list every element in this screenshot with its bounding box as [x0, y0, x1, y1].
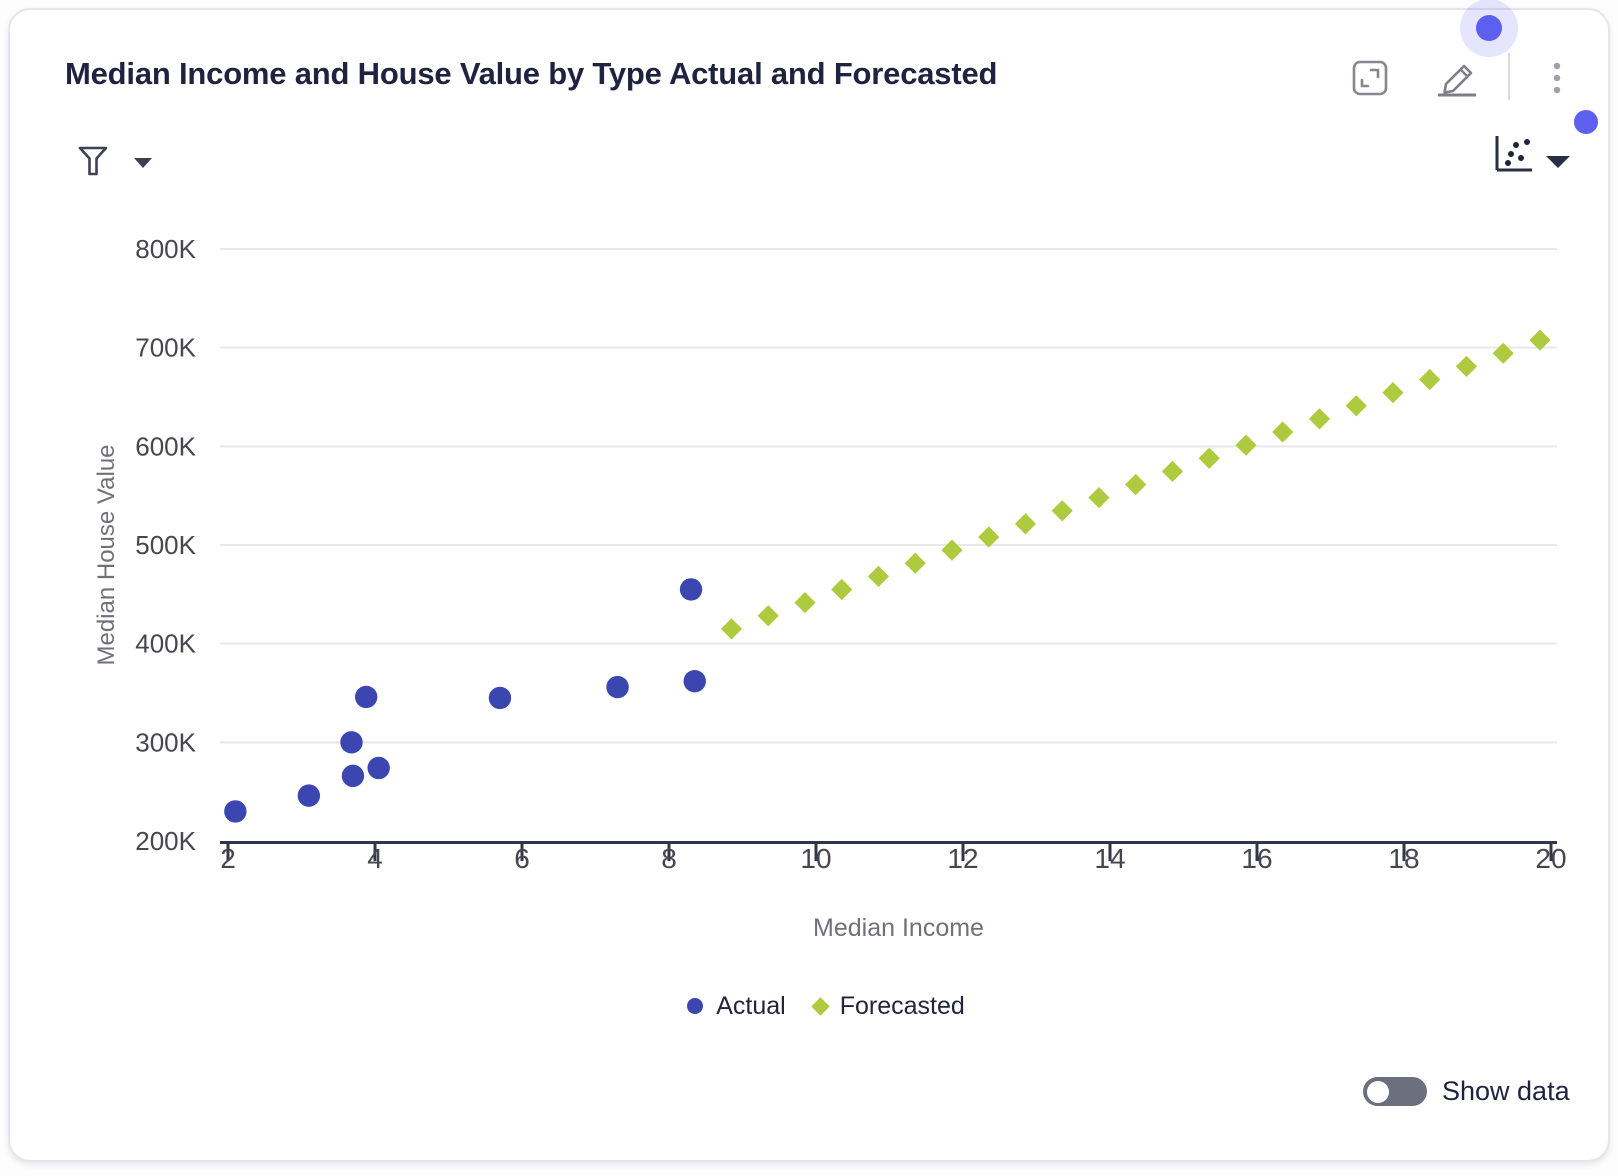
forecasted-point[interactable]: [757, 605, 779, 627]
y-tick-label: 700K: [135, 333, 196, 363]
scatter-chart-icon[interactable]: [1493, 134, 1535, 174]
chart-legend: Actual Forecasted: [516, 990, 1136, 1022]
forecasted-point[interactable]: [1125, 473, 1147, 496]
actual-point[interactable]: [606, 675, 629, 699]
forecasted-point[interactable]: [1161, 460, 1184, 482]
forecasted-point[interactable]: [1382, 382, 1404, 404]
legend-item-forecasted[interactable]: Forecasted: [811, 991, 965, 1021]
x-tick-label: 20: [1535, 843, 1566, 874]
show-data-label: Show data: [1442, 1076, 1570, 1106]
actual-point[interactable]: [354, 685, 378, 709]
forecasted-point[interactable]: [1235, 434, 1257, 456]
chart-type-chevron-down-icon[interactable]: [1545, 155, 1571, 169]
x-tick-label: 8: [661, 843, 677, 874]
forecasted-point[interactable]: [1492, 342, 1514, 364]
actual-point[interactable]: [367, 756, 390, 780]
x-tick-label: 14: [1094, 843, 1125, 874]
forecasted-point[interactable]: [1455, 355, 1478, 378]
y-tick-label: 300K: [135, 727, 196, 757]
forecasted-point[interactable]: [1308, 408, 1331, 430]
actual-point[interactable]: [341, 764, 365, 788]
x-tick-label: 10: [800, 843, 831, 874]
forecasted-point[interactable]: [831, 578, 853, 601]
x-tick-label: 12: [947, 843, 978, 874]
forecasted-point[interactable]: [941, 539, 963, 561]
overflow-menu-icon[interactable]: [1550, 60, 1564, 98]
forecasted-point[interactable]: [1014, 513, 1037, 535]
forecasted-point[interactable]: [867, 565, 890, 587]
actual-point[interactable]: [340, 731, 363, 754]
y-tick-label: 400K: [135, 629, 196, 659]
x-tick-label: 6: [514, 843, 530, 874]
forecasted-point[interactable]: [794, 592, 816, 614]
forecasted-point[interactable]: [1345, 395, 1367, 417]
x-tick-label: 2: [220, 843, 236, 874]
forecasted-point[interactable]: [1419, 368, 1441, 391]
actual-point[interactable]: [488, 686, 512, 710]
chart-title: Median Income and House Value by Type Ac…: [65, 56, 998, 91]
expand-icon[interactable]: [1351, 59, 1389, 97]
x-tick-label: 18: [1388, 843, 1419, 874]
actual-point[interactable]: [683, 669, 706, 693]
pointer-dot-right: [1574, 110, 1598, 134]
y-tick-label: 500K: [135, 530, 196, 560]
actual-marker-icon: [687, 998, 704, 1014]
forecasted-point[interactable]: [1051, 500, 1073, 522]
legend-item-actual[interactable]: Actual: [687, 991, 786, 1021]
toolbar-divider: [1508, 53, 1510, 100]
filter-funnel-icon[interactable]: [76, 144, 110, 178]
y-tick-label: 600K: [135, 431, 196, 461]
x-tick-label: 4: [367, 843, 383, 874]
legend-label: Actual: [716, 991, 786, 1020]
actual-point[interactable]: [224, 800, 247, 823]
y-tick-label: 800K: [135, 234, 196, 264]
x-tick-label: 16: [1241, 843, 1272, 874]
y-tick-label: 200K: [135, 826, 196, 856]
show-data-toggle[interactable]: [1363, 1077, 1427, 1106]
chart-card: Median Income and House Value by Type Ac…: [8, 8, 1610, 1162]
edit-icon[interactable]: [1434, 54, 1482, 100]
forecasted-point[interactable]: [1529, 329, 1551, 351]
forecasted-point[interactable]: [904, 552, 926, 574]
pointer-dot-top: [1476, 15, 1502, 41]
actual-point[interactable]: [297, 784, 321, 807]
show-data-toggle-knob: [1367, 1080, 1389, 1103]
forecasted-point[interactable]: [1198, 447, 1220, 469]
actual-point[interactable]: [679, 578, 703, 601]
filter-chevron-down-icon[interactable]: [133, 157, 153, 169]
forecasted-point[interactable]: [1088, 487, 1110, 509]
forecasted-point[interactable]: [978, 526, 1000, 548]
forecasted-point[interactable]: [720, 618, 743, 640]
x-axis-title: Median Income: [813, 914, 984, 942]
forecasted-point[interactable]: [1272, 421, 1294, 443]
legend-label: Forecasted: [839, 991, 965, 1020]
